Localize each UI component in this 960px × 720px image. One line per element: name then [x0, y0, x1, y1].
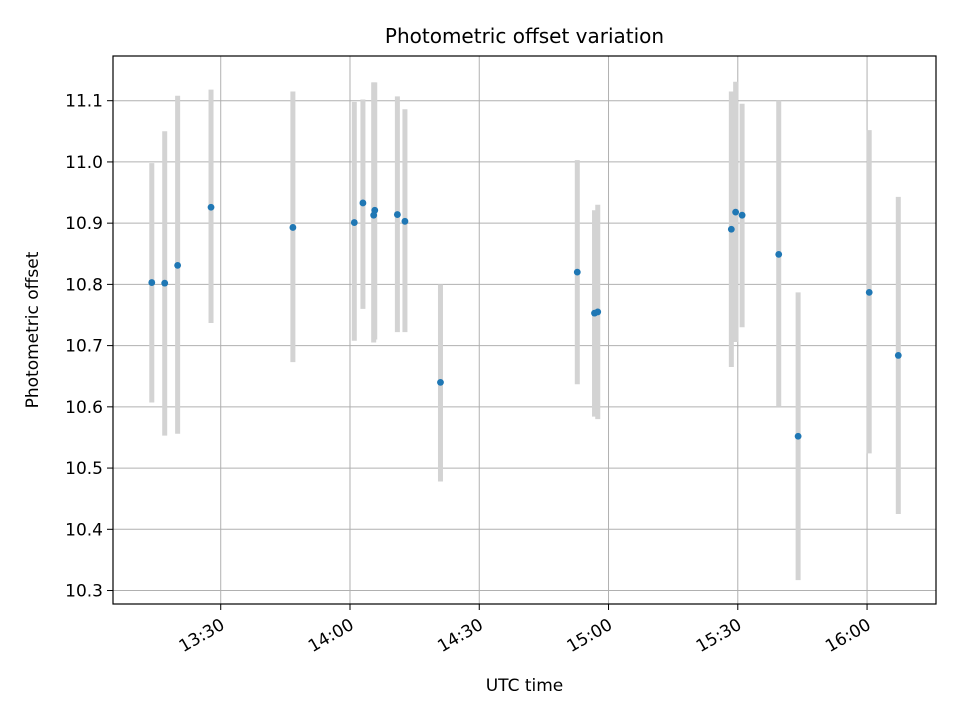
data-point	[393, 211, 401, 218]
data-point	[161, 279, 169, 287]
data-point	[148, 279, 156, 286]
data-point	[437, 378, 444, 386]
data-point	[732, 208, 740, 216]
data-point	[401, 217, 409, 225]
chart-title: Photometric offset variation	[385, 24, 664, 48]
data-point	[865, 288, 873, 296]
data-point	[738, 211, 746, 219]
data-point	[794, 432, 802, 440]
data-point	[350, 219, 358, 226]
y-tick-label: 10.3	[65, 582, 103, 602]
data-point	[207, 203, 215, 211]
data-point	[894, 352, 902, 359]
data-points	[148, 199, 902, 440]
data-point	[573, 268, 581, 276]
y-tick-label: 10.5	[65, 459, 103, 479]
y-tick-label: 10.7	[65, 337, 103, 357]
y-axis-ticks: 10.3 10.4 10.5 10.6 10.7 10.8 10.9 11.0 11.1	[65, 92, 113, 602]
data-point	[727, 225, 735, 233]
y-axis-label: Photometric offset	[23, 251, 43, 408]
y-tick-label: 10.4	[65, 520, 103, 540]
y-tick-label: 11.0	[65, 153, 103, 173]
y-tick-label: 10.8	[65, 275, 103, 295]
data-point	[174, 262, 182, 269]
plot-frame	[112, 55, 937, 605]
data-point	[289, 224, 297, 231]
data-point	[371, 206, 379, 214]
data-point	[594, 308, 602, 316]
y-tick-label: 10.6	[65, 398, 103, 418]
x-axis-label: UTC time	[486, 676, 564, 696]
data-point	[359, 199, 367, 207]
y-tick-label: 10.9	[65, 214, 103, 234]
data-point	[775, 250, 783, 258]
y-tick-label: 11.1	[65, 92, 103, 112]
